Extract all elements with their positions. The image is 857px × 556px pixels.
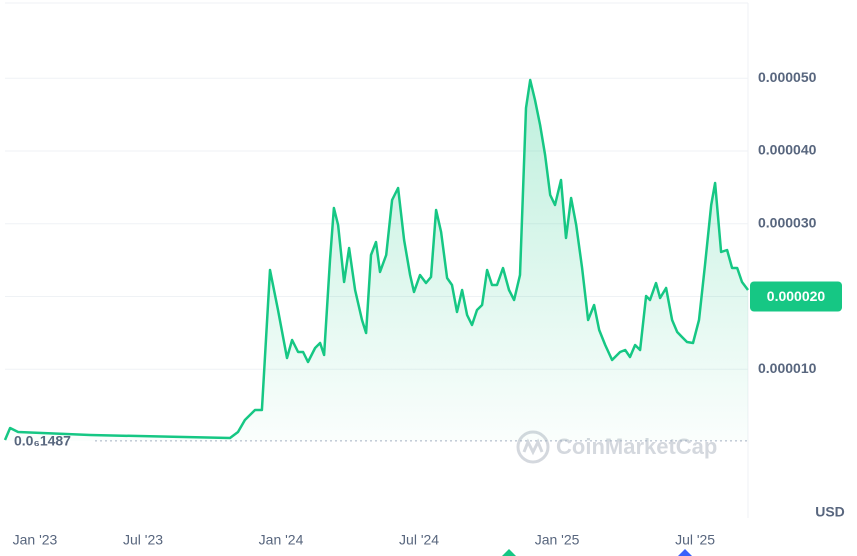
y-tick-label: 0.000030 (758, 214, 817, 230)
currency-label: USD (815, 504, 845, 520)
x-tick-label: Jul '23 (123, 532, 163, 548)
x-tick-label: Jan '25 (535, 532, 580, 548)
area (5, 80, 748, 441)
x-tick-label: Jan '23 (13, 532, 58, 548)
event-marker (502, 549, 516, 556)
price-tag-label: 0.000020 (767, 288, 826, 304)
y-tick-label: 0.000010 (758, 360, 817, 376)
line (3, 78, 749, 441)
price-tag (750, 281, 842, 312)
x-tick-label: Jul '25 (675, 532, 715, 548)
event-marker (678, 549, 692, 556)
x-tick-label: Jan '24 (259, 532, 304, 548)
x-tick-label: Jul '24 (399, 532, 439, 548)
y-tick-label: 0.000050 (758, 69, 817, 85)
y-tick-label: 0.000040 (758, 142, 817, 158)
